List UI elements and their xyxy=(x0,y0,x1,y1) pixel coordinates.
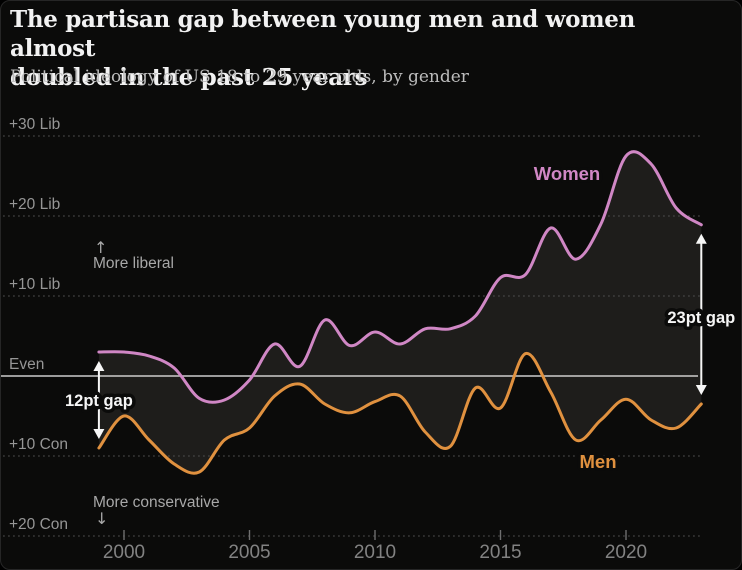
arrow-up-icon xyxy=(93,361,105,371)
more-liberal-annotation: ↑ More liberal xyxy=(93,238,174,272)
more-conservative-annotation: More conservative ↓ xyxy=(93,494,220,528)
men-series-label: Men xyxy=(580,451,617,472)
more-conservative-label: More conservative xyxy=(93,494,220,511)
title-line-2: doubled in the past 25 years xyxy=(10,64,368,91)
axis-labels: +30 Lib +20 Lib +10 Lib Even +10 Con +20 Con 2… xyxy=(9,116,647,563)
y-axis-label: +10 Con xyxy=(9,436,68,453)
gridlines xyxy=(1,135,702,537)
y-axis-label: +20 Lib xyxy=(9,196,60,213)
x-axis-label: 2010 xyxy=(354,542,396,563)
ideology-line-chart: +30 Lib +20 Lib +10 Lib Even +10 Con +20 Con 2… xyxy=(1,116,739,563)
x-axis-label: 2000 xyxy=(103,542,145,563)
women-line xyxy=(97,150,703,404)
chart-subtitle: Political ideology of US 18 to 29 year o… xyxy=(10,67,469,87)
gap-annotation-end: 23pt gap xyxy=(664,233,739,395)
title-line-1: The partisan gap between young men and w… xyxy=(10,6,636,62)
gap-label: 23pt gap xyxy=(667,309,735,327)
gap-label: 12pt gap xyxy=(65,392,133,410)
y-axis-label: +30 Lib xyxy=(9,116,60,133)
gap-annotation-start: 12pt gap xyxy=(61,361,136,439)
x-axis-label: 2015 xyxy=(479,542,521,563)
arrow-down-icon xyxy=(695,385,707,395)
y-axis-label: +20 Con xyxy=(9,516,68,533)
y-axis-label: +10 Lib xyxy=(9,276,60,293)
arrow-down-icon xyxy=(93,429,105,439)
down-arrow-icon: ↓ xyxy=(95,509,108,528)
women-series-label: Women xyxy=(534,163,600,184)
y-axis-label: Even xyxy=(9,356,44,373)
arrow-up-icon xyxy=(695,233,707,244)
men-line xyxy=(97,352,703,475)
x-axis-label: 2020 xyxy=(605,542,647,563)
gap-area-fill xyxy=(98,151,702,474)
up-arrow-icon: ↑ xyxy=(94,238,107,257)
chart-title: The partisan gap between young men and w… xyxy=(10,5,720,92)
more-liberal-label: More liberal xyxy=(93,255,174,272)
x-axis-label: 2005 xyxy=(228,542,270,563)
